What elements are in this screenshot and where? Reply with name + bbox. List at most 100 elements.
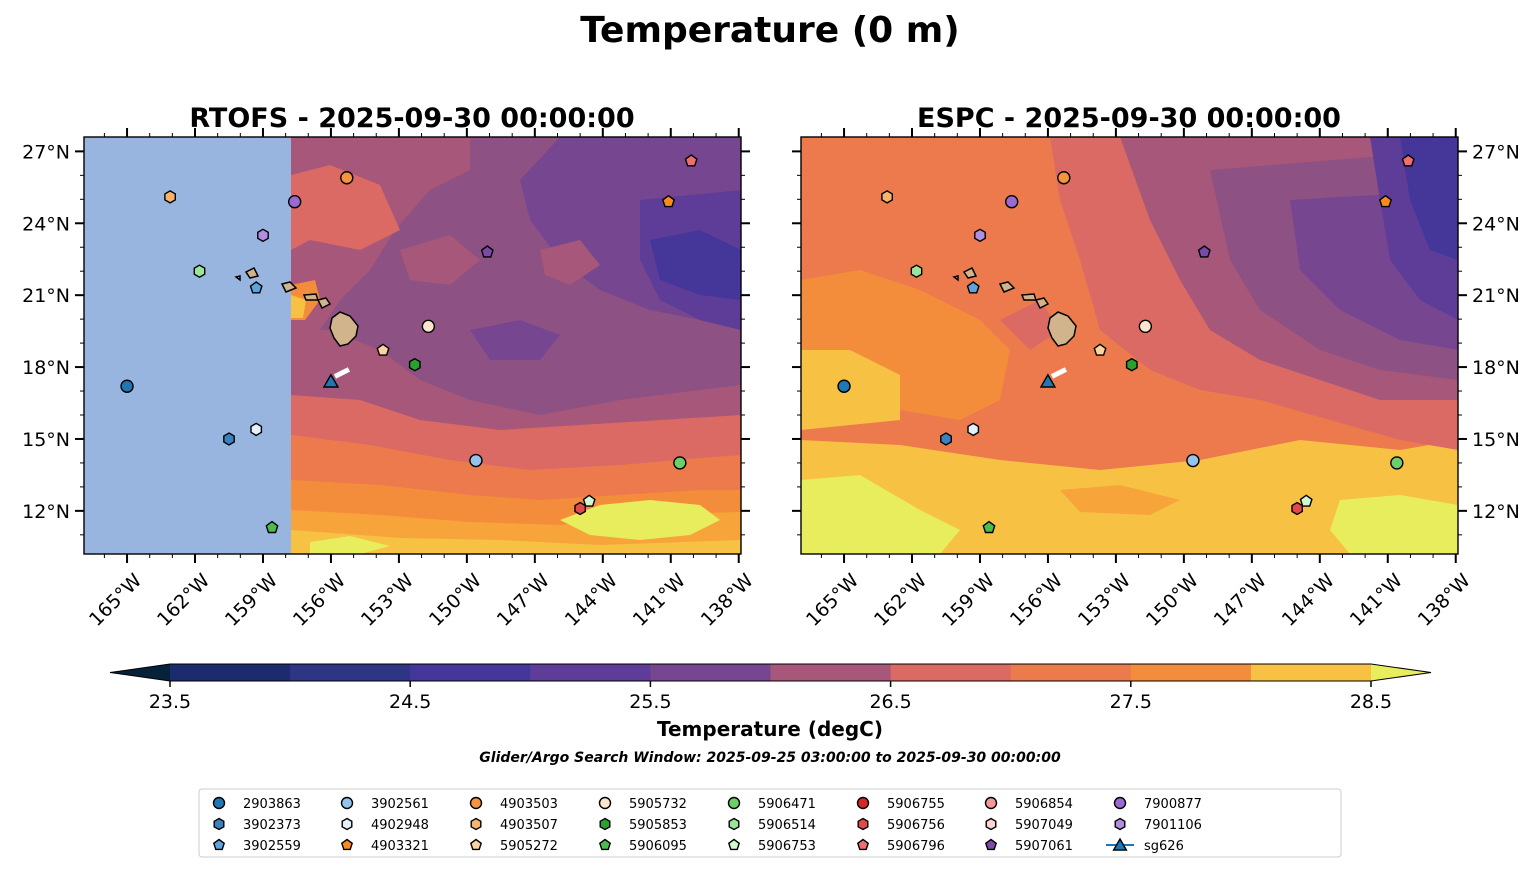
rtofs-marker-5906514 <box>193 264 206 279</box>
rtofs-marker-3902561 <box>469 453 483 468</box>
espc-marker-sg626 <box>1039 373 1057 388</box>
rtofs-xtick-label: 138°W <box>697 569 758 630</box>
legend-label-4903507: 4903507 <box>500 818 558 833</box>
legend-marker-2903863 <box>212 796 226 810</box>
legend-frame <box>198 788 1342 858</box>
espc-marker-5906756 <box>1291 501 1304 516</box>
espc-marker-4903321 <box>1378 194 1393 208</box>
legend-label-7901106: 7901106 <box>1144 818 1202 833</box>
legend-marker-7901106 <box>1114 817 1126 831</box>
espc-marker-4903503 <box>1057 171 1071 185</box>
espc-marker-7901106 <box>974 228 986 243</box>
rtofs-ytick-label: 24°N <box>22 213 70 235</box>
espc-xtick-label: 162°W <box>870 569 931 630</box>
legend-label-4903321: 4903321 <box>371 839 429 854</box>
rtofs-xtick-label: 153°W <box>357 569 418 630</box>
rtofs-xtick-label: 165°W <box>85 569 146 630</box>
espc-xtick-label: 165°W <box>802 569 863 630</box>
espc-marker-4903507 <box>881 190 893 204</box>
rtofs-marker-5905732 <box>421 319 436 334</box>
rtofs-marker-7901106 <box>257 228 269 243</box>
colorbar-segment <box>1250 664 1372 681</box>
legend-label-5906753: 5906753 <box>758 839 816 854</box>
espc-xtick-label: 141°W <box>1346 569 1407 630</box>
rtofs-xtick-label: 159°W <box>221 569 282 630</box>
legend: 2903863 3902373 3902559 3902561 4902948 49033… <box>212 796 1202 854</box>
colorbar-segment <box>530 664 651 681</box>
espc-track-sg626 <box>1050 367 1068 379</box>
legend-marker-4902948 <box>341 817 353 831</box>
espc-xtick-label: 159°W <box>938 569 999 630</box>
legend-label-5906854: 5906854 <box>1015 797 1073 812</box>
legend-label-3902373: 3902373 <box>243 818 301 833</box>
legend-label-5905732: 5905732 <box>629 797 687 812</box>
rtofs-panel-title: RTOFS - 2025-09-30 00:00:00 <box>189 103 634 134</box>
espc-xtick-label: 138°W <box>1414 569 1475 630</box>
espc-ytick-label: 15°N <box>1472 429 1520 451</box>
rtofs-xtick-label: 144°W <box>561 569 622 630</box>
colorbar-tick-label: 26.5 <box>869 691 911 713</box>
rtofs-marker-2903863 <box>120 379 134 393</box>
colorbar-segment <box>1130 664 1252 681</box>
colorbar-segment <box>770 664 892 681</box>
colorbar-tick-label: 25.5 <box>629 691 671 713</box>
rtofs-marker-5906753 <box>582 494 596 507</box>
legend-marker-5905732 <box>598 796 612 810</box>
figure-title: Temperature (0 m) <box>580 10 959 51</box>
legend-marker-3902561 <box>340 796 354 810</box>
colorbar-extend-low <box>110 664 170 681</box>
legend-label-3902561: 3902561 <box>371 797 429 812</box>
rtofs-panel: RTOFS - 2025-09-30 00:00:00 <box>22 103 758 631</box>
espc-ytick-label: 18°N <box>1472 357 1520 379</box>
rtofs-marker-5905272 <box>376 343 390 356</box>
espc-temperature-field <box>801 137 1458 554</box>
legend-label-5906514: 5906514 <box>758 818 816 833</box>
espc-ytick-label: 21°N <box>1472 285 1520 307</box>
espc-marker-3902559 <box>966 281 980 294</box>
colorbar-tick-label: 28.5 <box>1350 691 1392 713</box>
espc-marker-3902373 <box>940 432 952 446</box>
colorbar-tick-label: 24.5 <box>389 691 431 713</box>
legend-label-5906095: 5906095 <box>629 839 687 854</box>
colorbar-extend-high <box>1371 664 1431 681</box>
rtofs-marker-5907061 <box>480 245 494 258</box>
legend-label-5906755: 5906755 <box>887 797 945 812</box>
espc-ytick-label: 27°N <box>1472 141 1520 163</box>
rtofs-marker-4902948 <box>250 422 263 437</box>
rtofs-marker-sg626 <box>322 373 340 388</box>
legend-marker-4903321 <box>340 838 354 851</box>
espc-marker-4902948 <box>967 422 980 437</box>
rtofs-marker-5906756 <box>574 501 586 516</box>
legend-marker-5907061 <box>984 838 998 851</box>
rtofs-ytick-label: 15°N <box>22 429 70 451</box>
colorbar-segment <box>170 664 291 681</box>
legend-marker-4903503 <box>469 796 483 810</box>
espc-xtick-label: 156°W <box>1006 569 1067 630</box>
espc-panel-title: ESPC - 2025-09-30 00:00:00 <box>917 103 1341 134</box>
espc-marker-5907061 <box>1197 245 1211 258</box>
legend-marker-3902559 <box>212 838 226 851</box>
rtofs-xtick-label: 156°W <box>289 569 350 630</box>
espc-xtick-label: 144°W <box>1278 569 1339 630</box>
rtofs-xtick-label: 150°W <box>425 569 486 630</box>
rtofs-track-sg626 <box>333 367 351 379</box>
legend-marker-5905853 <box>599 817 611 831</box>
colorbar-segment <box>650 664 771 681</box>
espc-land <box>952 266 1077 347</box>
espc-xtick-label: 147°W <box>1210 569 1271 630</box>
espc-marker-7900877 <box>1004 195 1019 209</box>
legend-label-5905853: 5905853 <box>629 818 687 833</box>
colorbar-segment <box>890 664 1012 681</box>
legend-marker-5906854 <box>984 796 998 810</box>
colorbar: 23.5 24.5 25.5 26.5 27.5 28.5 Temperature (de… <box>109 663 1432 741</box>
rtofs-ytick-label: 21°N <box>22 285 70 307</box>
legend-label-sg626: sg626 <box>1144 839 1184 854</box>
espc-xtick-label: 150°W <box>1142 569 1203 630</box>
colorbar-label: Temperature (degC) <box>657 717 883 741</box>
colorbar-tick-label: 23.5 <box>149 691 191 713</box>
legend-label-3902559: 3902559 <box>243 839 301 854</box>
rtofs-marker-3902373 <box>223 432 235 446</box>
legend-marker-5906755 <box>856 796 870 810</box>
rtofs-marker-5906471 <box>673 456 687 470</box>
